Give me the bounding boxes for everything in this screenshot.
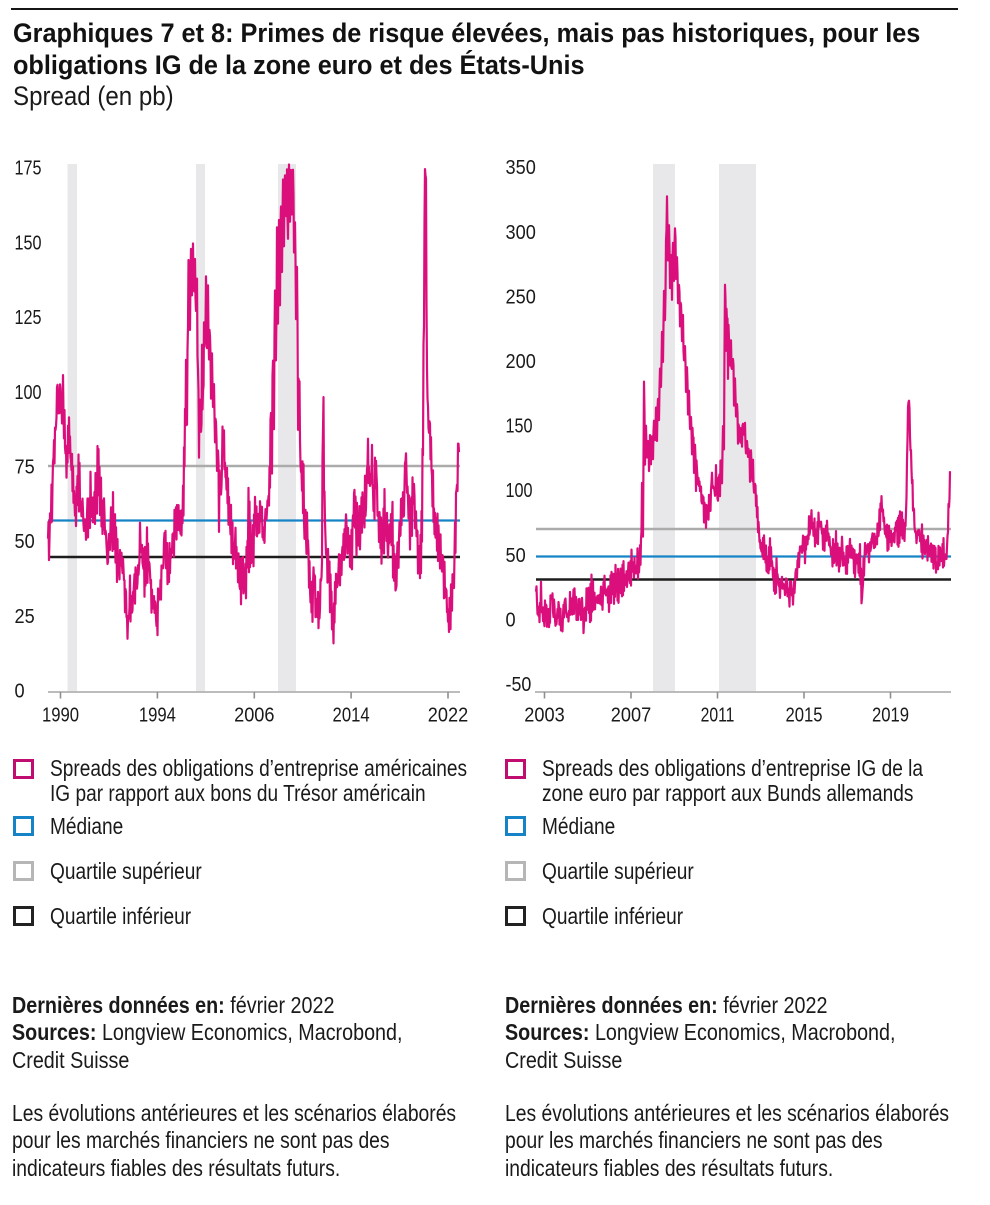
svg-text:25: 25 [15, 606, 35, 628]
svg-text:2003: 2003 [524, 705, 564, 727]
svg-text:0: 0 [506, 609, 516, 631]
svg-text:2011: 2011 [701, 705, 735, 727]
svg-text:200: 200 [506, 351, 536, 373]
svg-text:250: 250 [506, 286, 536, 308]
svg-text:2006: 2006 [234, 705, 274, 727]
svg-text:2019: 2019 [872, 705, 909, 727]
svg-text:100: 100 [15, 382, 42, 404]
svg-text:50: 50 [15, 531, 35, 553]
svg-text:125: 125 [15, 307, 42, 329]
svg-text:1994: 1994 [139, 705, 176, 727]
svg-text:75: 75 [15, 457, 35, 479]
svg-text:0: 0 [15, 681, 25, 703]
svg-text:1990: 1990 [42, 705, 79, 727]
svg-text:2007: 2007 [611, 705, 651, 727]
svg-text:175: 175 [15, 158, 42, 180]
svg-text:150: 150 [15, 232, 42, 254]
svg-text:2015: 2015 [785, 705, 822, 727]
svg-text:300: 300 [506, 222, 536, 244]
svg-text:-50: -50 [506, 674, 532, 696]
svg-text:2022: 2022 [428, 705, 468, 727]
svg-text:2014: 2014 [333, 705, 370, 727]
svg-text:350: 350 [506, 157, 536, 179]
svg-text:100: 100 [506, 480, 533, 502]
svg-text:50: 50 [506, 545, 526, 567]
svg-text:150: 150 [506, 416, 533, 438]
